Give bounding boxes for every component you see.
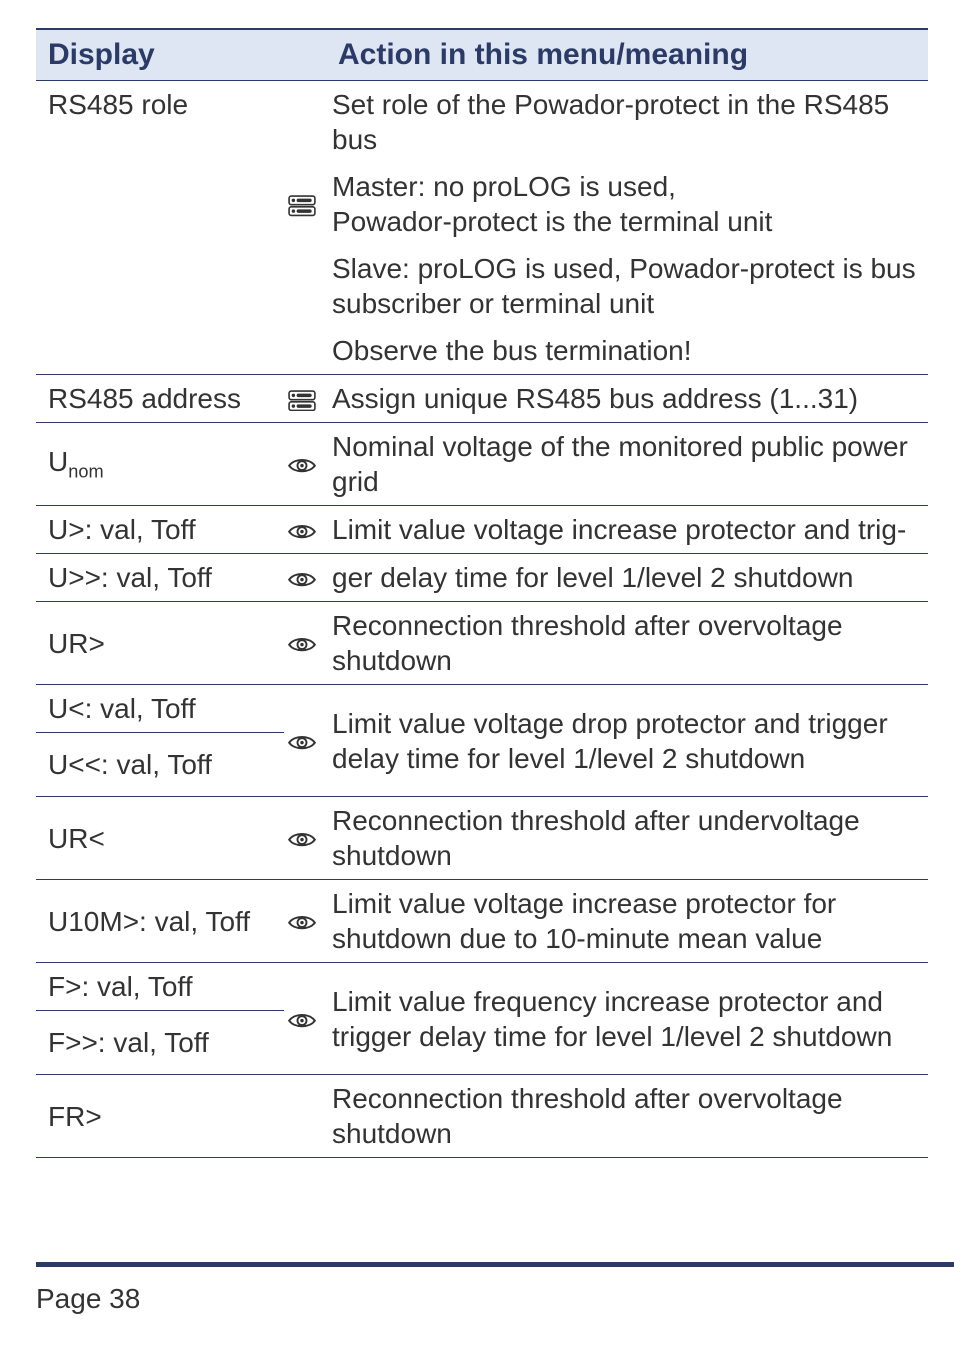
eye-icon [287,1011,317,1030]
eye-icon [287,456,317,475]
cell-action: Nominal voltage of the monitored public … [326,423,928,506]
cell-display: RS485 role [36,81,284,375]
eye-icon [287,635,317,654]
cell-action: Reconnection threshold after undervoltag… [326,797,928,880]
eye-icon [287,913,317,932]
cell-icon [284,81,326,164]
cell-icon [284,506,326,554]
eye-icon [287,570,317,589]
cell-action: Limit value voltage increase protector a… [326,506,928,554]
cell-icon [284,554,326,602]
cell-action: Master: no proLOG is used, Powador-prote… [326,163,928,245]
footer-rule [36,1262,954,1267]
list-icon [288,390,316,412]
cell-action: Limit value frequency increase protector… [326,963,928,1075]
header-action: Action in this menu/meaning [326,29,928,81]
unom-prefix: U [48,446,68,477]
row-u-gt: U>: val, Toff Limit value voltage increa… [36,506,928,554]
row-u-gtgt: U>>: val, Toff ger delay time for level … [36,554,928,602]
cell-icon [284,685,326,797]
cell-action: ger delay time for level 1/level 2 shutd… [326,554,928,602]
row-rs485-address: RS485 address Assign unique RS485 bus ad… [36,375,928,423]
cell-icon [284,1075,326,1158]
cell-icon [284,423,326,506]
cell-display: F>: val, Toff [36,963,284,1011]
cell-icon [284,963,326,1075]
table-header-row: Display Action in this menu/meaning [36,29,928,81]
cell-display: UR> [36,602,284,685]
row-fr-gt: FR> Reconnection threshold after overvol… [36,1075,928,1158]
cell-action: Limit value voltage drop protector and t… [326,685,928,797]
cell-display: RS485 address [36,375,284,423]
cell-display: UR< [36,797,284,880]
cell-icon [284,797,326,880]
unom-sub: nom [68,462,103,482]
page-number: Page 38 [36,1283,140,1315]
cell-action: Set role of the Powador-protect in the R… [326,81,928,164]
header-icon-spacer [284,29,326,81]
row-unom: Unom Nominal voltage of the monitored pu… [36,423,928,506]
cell-display: U<<: val, Toff [36,733,284,797]
cell-action: Observe the bus termination! [326,327,928,375]
cell-action: Limit value voltage increase protector f… [326,880,928,963]
row-rs485-role: RS485 role Set role of the Powador-prote… [36,81,928,164]
row-ur-gt: UR> Reconnection threshold after overvol… [36,602,928,685]
cell-action: Slave: proLOG is used, Powador-protect i… [326,245,928,327]
cell-icon [284,327,326,375]
list-icon [288,195,316,217]
cell-action: Reconnection threshold after overvoltage… [326,1075,928,1158]
cell-display: U<: val, Toff [36,685,284,733]
cell-display: U>: val, Toff [36,506,284,554]
cell-display: Unom [36,423,284,506]
eye-icon [287,522,317,541]
cell-icon [284,245,326,327]
header-display: Display [36,29,284,81]
settings-table: Display Action in this menu/meaning RS48… [36,28,928,1158]
cell-icon [284,375,326,423]
row-ur-lt: UR< Reconnection threshold after undervo… [36,797,928,880]
cell-action: Reconnection threshold after overvoltage… [326,602,928,685]
row-u10m: U10M>: val, Toff Limit value voltage inc… [36,880,928,963]
cell-display: U10M>: val, Toff [36,880,284,963]
cell-icon [284,880,326,963]
cell-icon [284,163,326,245]
eye-icon [287,830,317,849]
cell-display: FR> [36,1075,284,1158]
eye-icon [287,733,317,752]
row-f-gt: F>: val, Toff Limit value frequency incr… [36,963,928,1011]
row-u-lt: U<: val, Toff Limit value voltage drop p… [36,685,928,733]
cell-icon [284,602,326,685]
cell-display: U>>: val, Toff [36,554,284,602]
cell-display: F>>: val, Toff [36,1011,284,1075]
cell-action: Assign unique RS485 bus address (1...31) [326,375,928,423]
